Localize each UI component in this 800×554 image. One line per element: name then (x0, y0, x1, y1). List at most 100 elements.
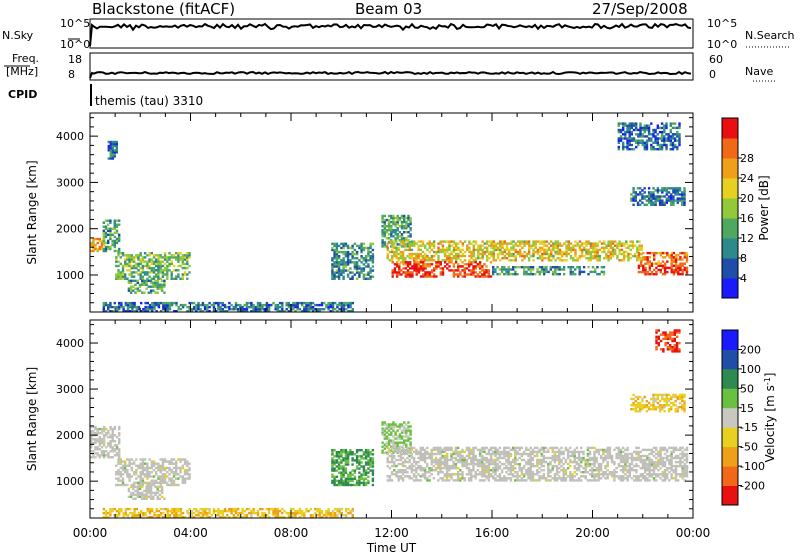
velocity-cell (172, 473, 176, 476)
velocity-cell (346, 481, 350, 485)
velocity-cell (159, 481, 162, 484)
velocity-cell (390, 460, 394, 464)
power-cell (674, 270, 678, 274)
power-cell (509, 268, 513, 271)
velocity-cell (509, 452, 513, 456)
velocity-cell (404, 448, 407, 452)
velocity-cell (445, 460, 449, 464)
velocity-cell (538, 479, 541, 482)
power-cell (409, 218, 412, 222)
power-cell (316, 303, 319, 307)
velocity-cell (115, 473, 118, 476)
velocity-cell (450, 456, 453, 460)
power-cell (556, 266, 559, 269)
velocity-cell (163, 460, 167, 463)
velocity-cell (558, 452, 561, 456)
velocity-cell (166, 516, 169, 519)
power-cell (159, 256, 162, 259)
velocity-cell (569, 475, 572, 478)
velocity-cell (555, 450, 559, 454)
power-cell (342, 246, 345, 250)
power-cell (118, 301, 121, 305)
velocity-cell (536, 458, 539, 462)
velocity-cell (150, 471, 153, 474)
velocity-cell (335, 451, 339, 454)
power-cell (490, 254, 493, 258)
power-cell (139, 262, 142, 266)
velocity-cell (383, 435, 386, 438)
power-cell (256, 305, 260, 309)
power-cell (617, 148, 620, 151)
power-cell (672, 197, 675, 200)
velocity-cell (498, 479, 502, 482)
velocity-cell (126, 458, 129, 461)
power-cell (643, 197, 646, 200)
power-cell (678, 139, 681, 142)
power-cell (658, 143, 662, 147)
velocity-cell (259, 516, 262, 519)
power-cell (335, 271, 339, 274)
power-cell (569, 268, 572, 271)
velocity-cell (303, 511, 306, 515)
power-cell (470, 271, 473, 274)
power-cell (585, 250, 588, 254)
power-cell (541, 246, 544, 249)
velocity-cell (362, 481, 366, 485)
power-cell (102, 301, 105, 305)
power-cell (428, 257, 431, 260)
velocity-cell (159, 464, 162, 467)
velocity-cell (566, 452, 570, 456)
power-cell (678, 143, 681, 147)
power-cell (512, 240, 515, 243)
power-cell (146, 266, 149, 270)
power-cell (558, 273, 561, 276)
velocity-cell (369, 469, 372, 472)
velocity-cell (115, 471, 118, 474)
power-cell (641, 201, 644, 204)
velocity-cell (392, 429, 395, 432)
power-cell (90, 243, 93, 247)
power-cell (183, 258, 187, 261)
velocity-cell (456, 477, 460, 480)
power-cell (399, 254, 403, 258)
power-cell (519, 248, 522, 252)
velocity-cell (551, 464, 554, 468)
velocity-cell (396, 435, 399, 438)
power-cell (503, 273, 506, 276)
velocity-cell (494, 464, 497, 468)
velocity-cell (371, 463, 375, 466)
power-cell (428, 265, 431, 268)
power-cell (605, 254, 608, 258)
velocity-cell (122, 514, 125, 517)
velocity-cell (533, 446, 537, 450)
velocity-cell (432, 448, 436, 452)
velocity-cell (115, 446, 119, 449)
power-cell (670, 256, 673, 259)
velocity-cell (417, 473, 420, 476)
power-cell (572, 257, 575, 260)
velocity-cell (483, 458, 486, 462)
velocity-cell (139, 464, 142, 467)
power-cell (172, 256, 176, 259)
power-cell (405, 231, 408, 234)
power-cell (344, 244, 348, 248)
power-cell (516, 240, 520, 243)
power-cell (630, 133, 633, 136)
velocity-cell (153, 511, 156, 515)
velocity-cell (94, 456, 97, 459)
velocity-cell (344, 483, 348, 487)
power-cell (331, 308, 335, 311)
velocity-cell (459, 458, 462, 462)
power-cell (135, 310, 138, 313)
velocity-cell (496, 479, 499, 482)
velocity-cell (533, 454, 537, 458)
power-cell (126, 308, 130, 311)
power-cell (622, 242, 626, 245)
power-cell (113, 301, 116, 305)
power-cell (672, 256, 676, 259)
power-cell (521, 254, 524, 258)
power-cell (408, 246, 411, 249)
power-cell (628, 128, 631, 132)
velocity-cell (94, 440, 97, 443)
power-cell (355, 267, 359, 270)
